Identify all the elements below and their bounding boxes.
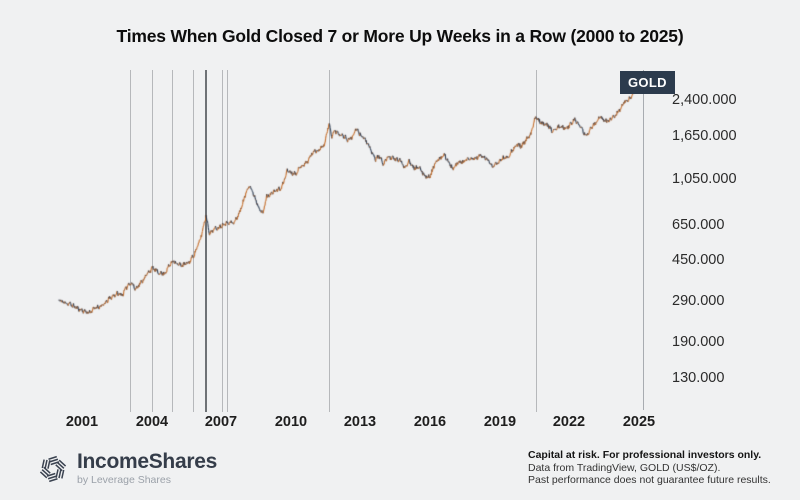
y-axis-label: 1,650.000	[672, 128, 737, 144]
y-axis-label: 190.000	[672, 334, 725, 350]
instrument-badge: GOLD	[620, 71, 675, 94]
y-axis-label: 130.000	[672, 370, 725, 386]
x-axis-label: 2001	[65, 414, 99, 430]
x-axis-label: 2025	[622, 414, 656, 430]
footer: IncomeShares by Leverage Shares Capital …	[0, 444, 800, 500]
brand-name: IncomeShares	[77, 450, 217, 473]
x-axis-label: 2013	[343, 414, 377, 430]
x-axis-label: 2007	[204, 414, 238, 430]
y-axis-label: 290.000	[672, 293, 725, 309]
brand-subtitle: by Leverage Shares	[77, 474, 171, 486]
brand-logo: IncomeShares by Leverage Shares	[38, 450, 217, 486]
x-axis-label: 2004	[135, 414, 169, 430]
disclaimer-line-3: Past performance does not guarantee futu…	[528, 474, 771, 486]
incomeshares-hexagon-icon	[39, 455, 67, 483]
y-axis-label: 1,050.000	[672, 171, 737, 187]
x-axis-label: 2016	[413, 414, 447, 430]
y-axis-label: 650.000	[672, 217, 725, 233]
x-axis-label: 2010	[274, 414, 308, 430]
disclaimer-text: Capital at risk. For professional invest…	[528, 449, 771, 487]
y-axis-label: 2,400.000	[672, 92, 737, 108]
x-axis-label: 2019	[483, 414, 517, 430]
disclaimer-line-2: Data from TradingView, GOLD (US$/OZ).	[528, 461, 721, 474]
disclaimer-line-1: Capital at risk. For professional invest…	[528, 449, 762, 461]
y-axis-label: 450.000	[672, 252, 725, 268]
x-axis-label: 2022	[552, 414, 586, 430]
